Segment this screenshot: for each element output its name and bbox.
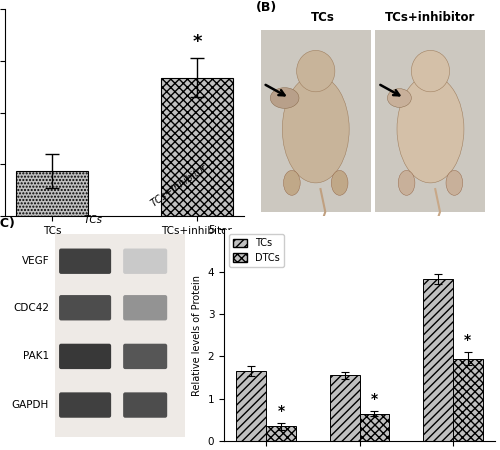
Bar <box>376 30 486 212</box>
Ellipse shape <box>446 171 462 195</box>
Bar <box>330 375 360 441</box>
Text: PAK1: PAK1 <box>23 351 49 361</box>
FancyBboxPatch shape <box>123 248 167 274</box>
Ellipse shape <box>412 50 450 92</box>
Text: (C): (C) <box>0 217 16 230</box>
Text: TCs+inhibitor: TCs+inhibitor <box>149 162 210 208</box>
Bar <box>266 426 296 441</box>
Text: (B): (B) <box>256 1 277 13</box>
FancyBboxPatch shape <box>123 295 167 320</box>
Text: *: * <box>371 392 378 406</box>
Text: TCs: TCs <box>311 11 335 24</box>
Bar <box>16 171 88 216</box>
Ellipse shape <box>296 50 335 92</box>
Text: VEGF: VEGF <box>22 256 49 266</box>
Text: TCs+inhibitor: TCs+inhibitor <box>386 11 476 24</box>
FancyBboxPatch shape <box>59 344 111 369</box>
Text: TCs: TCs <box>84 215 102 225</box>
FancyBboxPatch shape <box>123 344 167 369</box>
Bar <box>160 77 233 216</box>
Text: *: * <box>278 404 284 418</box>
Text: *: * <box>192 33 202 51</box>
Bar <box>261 30 370 212</box>
Text: *: * <box>464 333 471 347</box>
Bar <box>55 234 185 437</box>
FancyBboxPatch shape <box>59 392 111 418</box>
Ellipse shape <box>282 75 349 183</box>
Ellipse shape <box>398 171 415 195</box>
Text: GAPDH: GAPDH <box>12 400 49 410</box>
FancyBboxPatch shape <box>59 295 111 320</box>
Ellipse shape <box>270 88 299 108</box>
Bar <box>236 371 266 441</box>
Ellipse shape <box>332 171 348 195</box>
Ellipse shape <box>397 75 464 183</box>
Ellipse shape <box>388 89 411 107</box>
Ellipse shape <box>284 171 300 195</box>
FancyBboxPatch shape <box>59 248 111 274</box>
FancyBboxPatch shape <box>123 392 167 418</box>
Bar <box>453 359 482 441</box>
Legend: TCs, DTCs: TCs, DTCs <box>229 234 284 267</box>
Bar <box>423 279 453 441</box>
Y-axis label: Relative levels of Protein: Relative levels of Protein <box>192 275 202 396</box>
Bar <box>360 414 390 441</box>
Text: CDC42: CDC42 <box>13 303 49 313</box>
